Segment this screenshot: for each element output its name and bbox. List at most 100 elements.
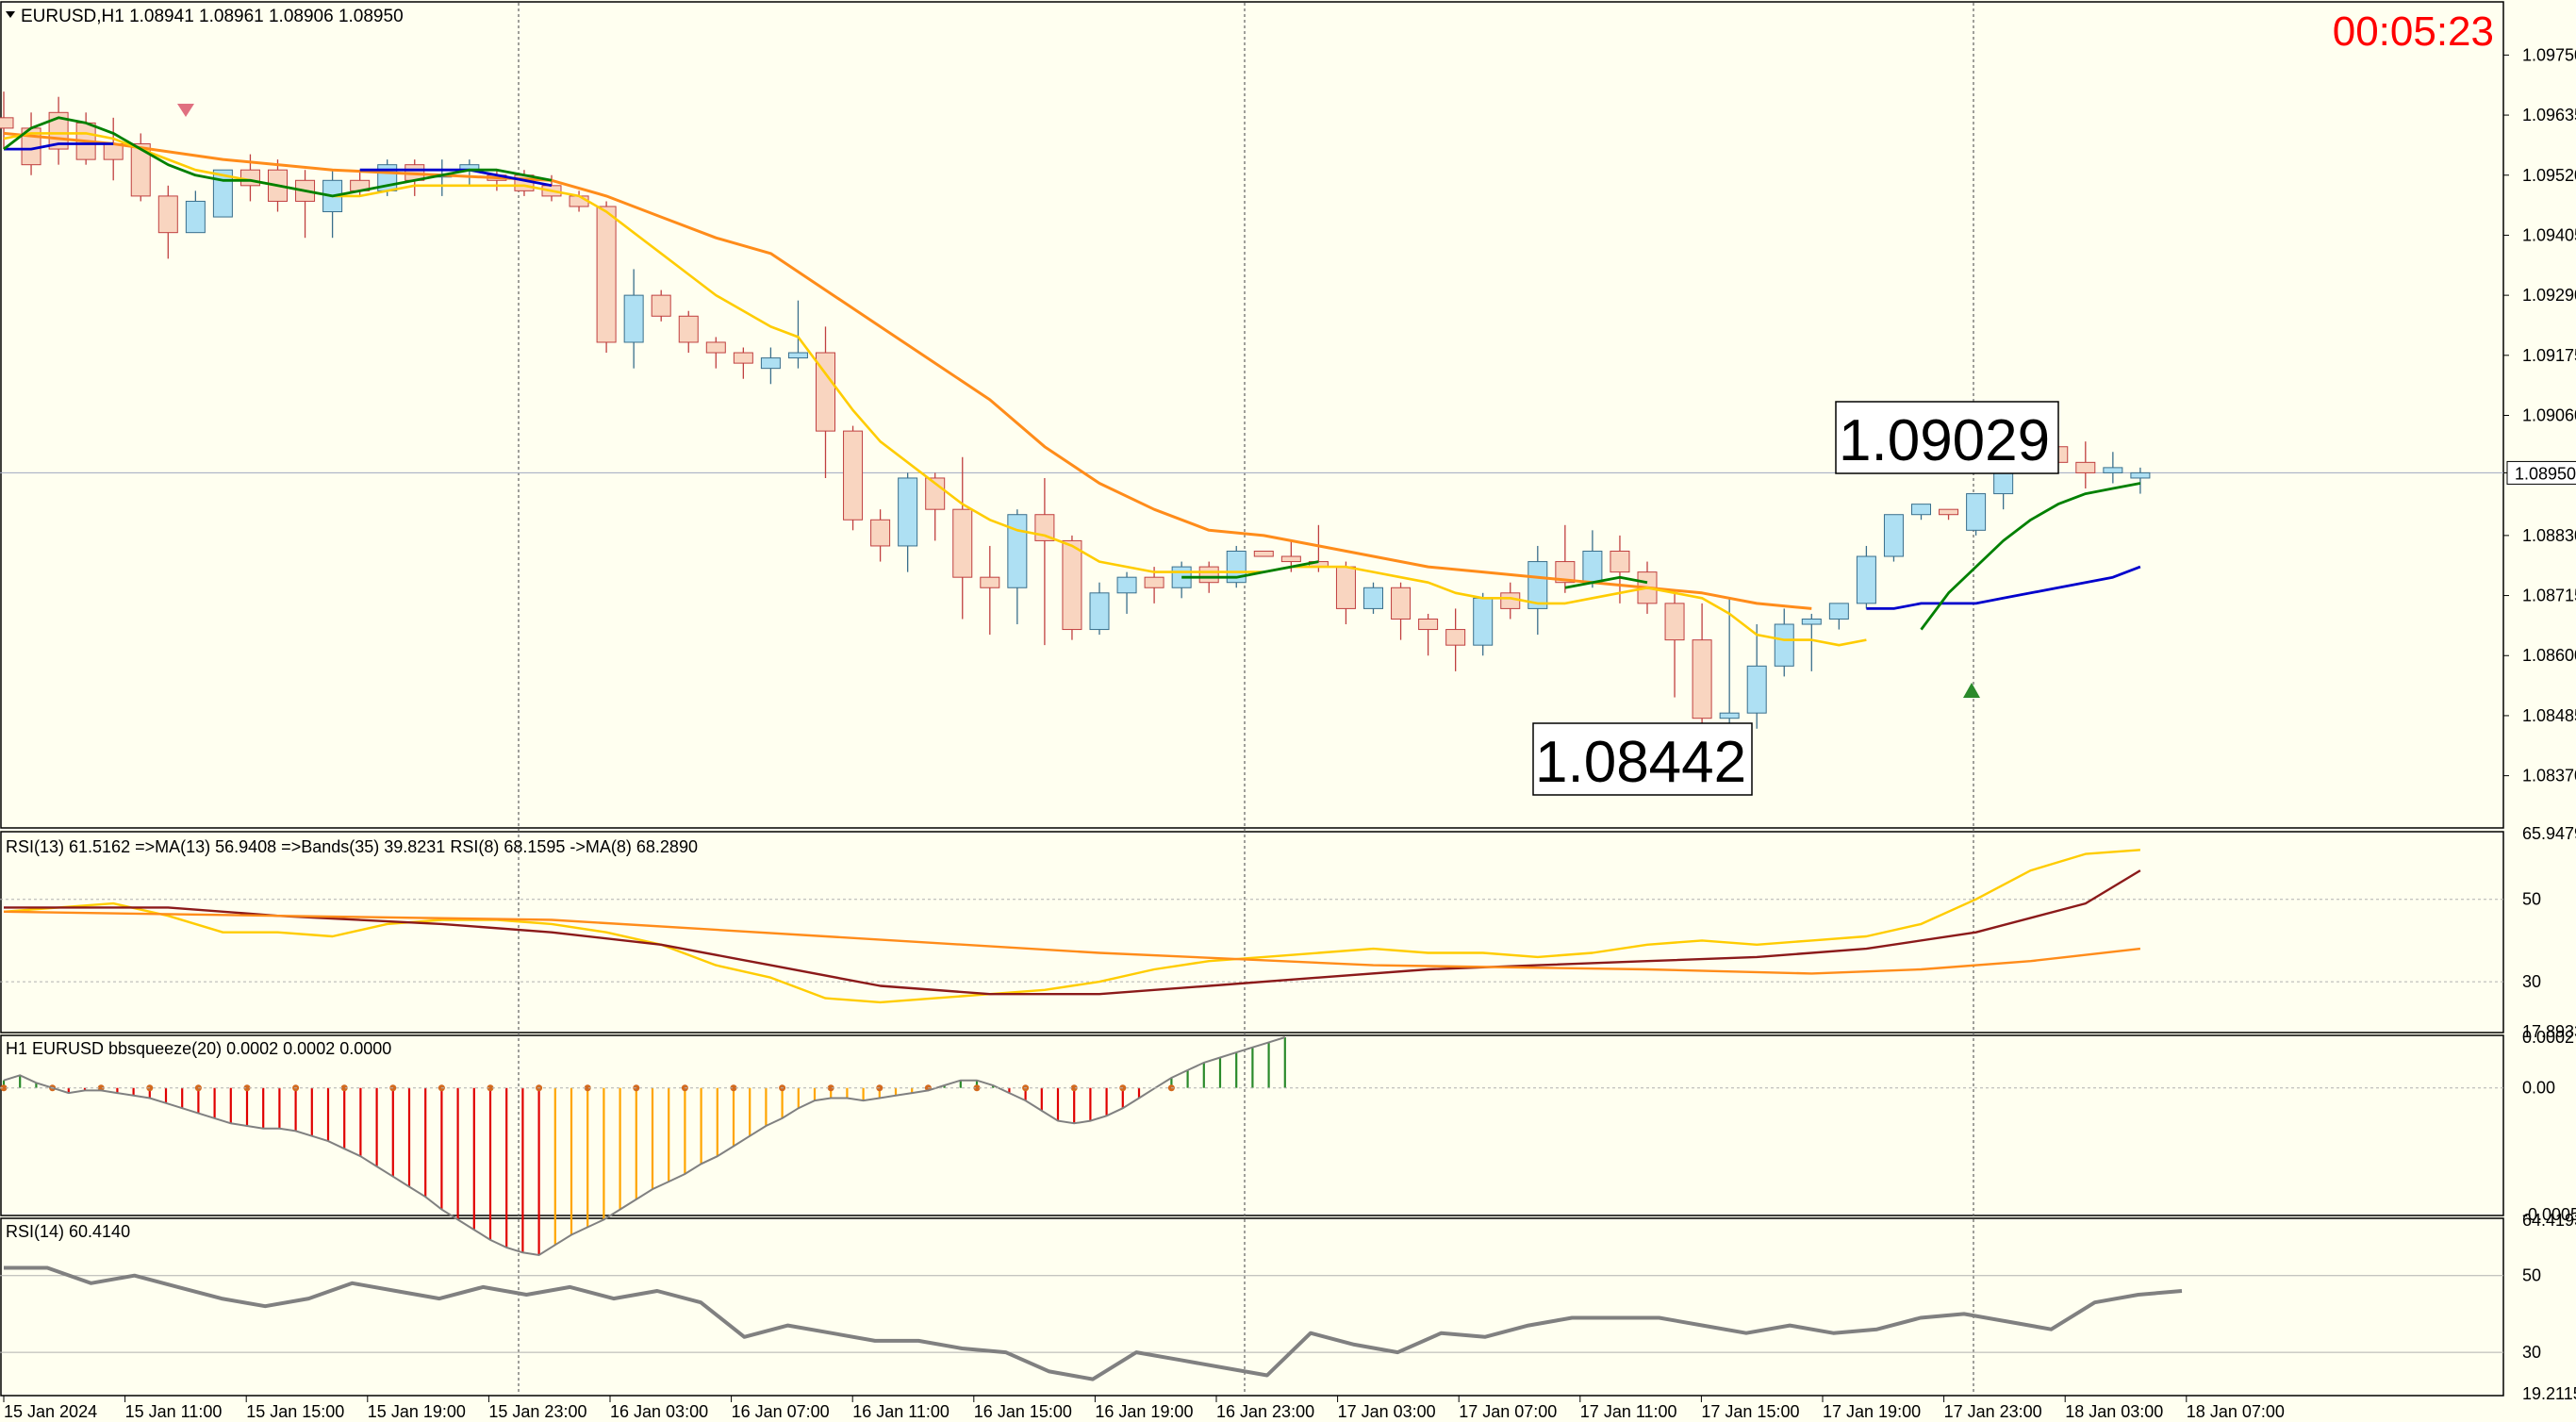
- squeeze-dot: [243, 1084, 251, 1092]
- candle-body: [0, 117, 14, 129]
- candle-timer: 00:05:23: [2333, 8, 2494, 55]
- candle: [980, 545, 1000, 636]
- candle: [322, 170, 343, 239]
- time-tick-label: 16 Jan 03:00: [610, 1402, 708, 1421]
- candle: [1856, 545, 1876, 609]
- candle: [2075, 441, 2096, 489]
- candle-body: [1062, 539, 1082, 631]
- ma-fast-line: [3, 116, 553, 198]
- rsi14-panel[interactable]: [0, 1265, 2503, 1381]
- price-panel[interactable]: [0, 91, 2151, 739]
- candle-body: [1610, 550, 1630, 573]
- rsi14-label: RSI(14) 60.4140: [6, 1222, 130, 1241]
- candle: [1966, 493, 1987, 536]
- buy-arrow-icon: [1963, 683, 1980, 698]
- squeeze-dot: [0, 1084, 8, 1092]
- rsi14-tick-label: 64.4193: [2522, 1211, 2576, 1230]
- candle-body: [1089, 592, 1110, 631]
- candle-body: [787, 352, 808, 359]
- candle: [103, 117, 124, 181]
- candle: [2103, 452, 2123, 484]
- candle: [1391, 582, 1412, 640]
- ma-fast-line: [1920, 482, 2141, 631]
- candle-body: [843, 430, 864, 521]
- candle-body: [705, 341, 726, 354]
- high-annotation-label: 1.09029: [1839, 408, 2050, 473]
- candle: [1692, 603, 1712, 729]
- time-tick-label: 15 Jan 15:00: [246, 1402, 344, 1421]
- candle-body: [2130, 471, 2151, 479]
- candle-body: [1719, 712, 1740, 719]
- candle: [1062, 535, 1082, 640]
- candle: [1527, 545, 1548, 636]
- ma-mid-line: [1866, 565, 2141, 610]
- candle-body: [1226, 550, 1247, 584]
- ma-mid-line: [4, 142, 114, 151]
- high-annotation[interactable]: 1.09029: [1835, 401, 2059, 474]
- squeeze-dot: [827, 1084, 834, 1092]
- current-price-badge: [2506, 460, 2576, 485]
- candle-body: [1144, 576, 1164, 588]
- candle: [1582, 530, 1603, 588]
- price-tick-label: 1.08485: [2522, 706, 2576, 725]
- candle-body: [1801, 618, 1822, 625]
- low-annotation[interactable]: 1.08442: [1532, 722, 1753, 796]
- candle: [898, 472, 918, 572]
- candle-body: [1856, 555, 1876, 604]
- price-tick-label: 1.09175: [2522, 346, 2576, 365]
- time-tick-label: 15 Jan 19:00: [368, 1402, 466, 1421]
- candle: [1363, 582, 1383, 614]
- squeeze-dot: [584, 1084, 591, 1092]
- rsi-bands-tick-label: 17.8933: [2522, 1022, 2576, 1041]
- price-tick-label: 1.08370: [2522, 767, 2576, 785]
- candle: [1883, 514, 1904, 562]
- bbsqueeze-tick-label: 0.0002: [2522, 1028, 2574, 1047]
- candle-body: [651, 294, 671, 317]
- symbol-menu-icon[interactable]: [6, 11, 15, 18]
- candle: [1473, 592, 1494, 656]
- candle: [1335, 561, 1356, 625]
- candle-body: [1527, 561, 1548, 609]
- ma-fast-line: [1564, 575, 1648, 589]
- candle: [405, 159, 425, 196]
- bbsqueeze-tick-label: 0.00: [2522, 1079, 2555, 1098]
- candle-body: [1007, 514, 1028, 588]
- panel-border: [0, 1034, 2504, 1216]
- candle: [75, 112, 96, 165]
- candle: [1774, 608, 1794, 677]
- time-tick-label: 16 Jan 11:00: [852, 1402, 949, 1421]
- price-tick-label: 1.09750: [2522, 45, 2576, 64]
- current-price-label: 1.08950: [2515, 464, 2576, 483]
- candle: [1171, 561, 1192, 599]
- candle-body: [1746, 665, 1767, 714]
- squeeze-dot: [487, 1084, 494, 1092]
- candle-body: [569, 195, 589, 207]
- price-axis: 1.09750 1.09635 1.09520 1.09405 1.09290 1.091…: [3, 45, 2576, 1421]
- rsi-bands-panel[interactable]: [0, 849, 2503, 1004]
- rsi-bands-series-line: [4, 869, 2141, 996]
- candle-body: [1664, 603, 1685, 641]
- candle-body: [1966, 493, 1987, 531]
- panel-border: [0, 1217, 2504, 1397]
- candle-body: [2103, 467, 2123, 473]
- rsi14-tick-label: 30: [2522, 1343, 2541, 1362]
- squeeze-dot: [1070, 1084, 1078, 1092]
- time-tick-label: 15 Jan 2024: [4, 1402, 97, 1421]
- candle-body: [1582, 550, 1603, 584]
- candle: [157, 185, 178, 259]
- price-tick-label: 1.08600: [2522, 646, 2576, 665]
- squeeze-dot: [730, 1084, 737, 1092]
- candle-body: [816, 352, 835, 432]
- candle: [0, 91, 14, 150]
- candle: [1034, 477, 1055, 646]
- time-tick-label: 16 Jan 23:00: [1216, 1402, 1314, 1421]
- candle: [48, 96, 69, 165]
- candle: [1007, 509, 1028, 625]
- ma-fast-line: [1181, 560, 1319, 579]
- candle: [1939, 508, 1959, 521]
- bbsqueeze-panel[interactable]: [0, 1036, 2503, 1257]
- candle: [459, 159, 480, 186]
- panel-border: [0, 831, 2504, 1033]
- price-tick-label: 1.09635: [2522, 106, 2576, 124]
